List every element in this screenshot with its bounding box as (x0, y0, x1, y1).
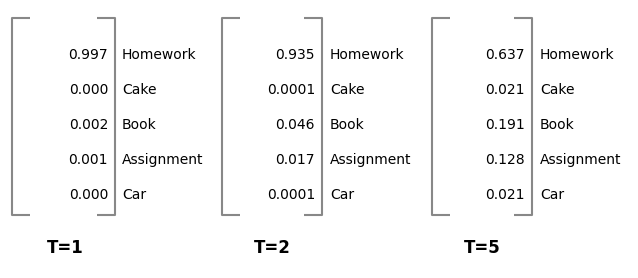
Text: Cake: Cake (122, 83, 156, 97)
Text: Assignment: Assignment (122, 153, 204, 167)
Text: 0.637: 0.637 (486, 48, 525, 62)
Text: T=2: T=2 (253, 239, 290, 257)
Text: 0.000: 0.000 (69, 188, 108, 202)
Text: Book: Book (540, 118, 575, 132)
Text: 0.997: 0.997 (68, 48, 108, 62)
Text: Homework: Homework (330, 48, 404, 62)
Text: T=1: T=1 (47, 239, 84, 257)
Text: Assignment: Assignment (540, 153, 621, 167)
Text: Car: Car (330, 188, 354, 202)
Text: 0.935: 0.935 (276, 48, 315, 62)
Text: 0.017: 0.017 (276, 153, 315, 167)
Text: 0.0001: 0.0001 (267, 188, 315, 202)
Text: 0.001: 0.001 (68, 153, 108, 167)
Text: 0.191: 0.191 (486, 118, 525, 132)
Text: Book: Book (330, 118, 365, 132)
Text: Book: Book (122, 118, 157, 132)
Text: Cake: Cake (330, 83, 364, 97)
Text: 0.021: 0.021 (486, 83, 525, 97)
Text: 0.0001: 0.0001 (267, 83, 315, 97)
Text: Cake: Cake (540, 83, 574, 97)
Text: Car: Car (122, 188, 146, 202)
Text: 0.002: 0.002 (69, 118, 108, 132)
Text: Homework: Homework (540, 48, 614, 62)
Text: 0.000: 0.000 (69, 83, 108, 97)
Text: Assignment: Assignment (330, 153, 412, 167)
Text: Homework: Homework (122, 48, 197, 62)
Text: 0.128: 0.128 (486, 153, 525, 167)
Text: Car: Car (540, 188, 564, 202)
Text: 0.046: 0.046 (276, 118, 315, 132)
Text: T=5: T=5 (464, 239, 500, 257)
Text: 0.021: 0.021 (486, 188, 525, 202)
